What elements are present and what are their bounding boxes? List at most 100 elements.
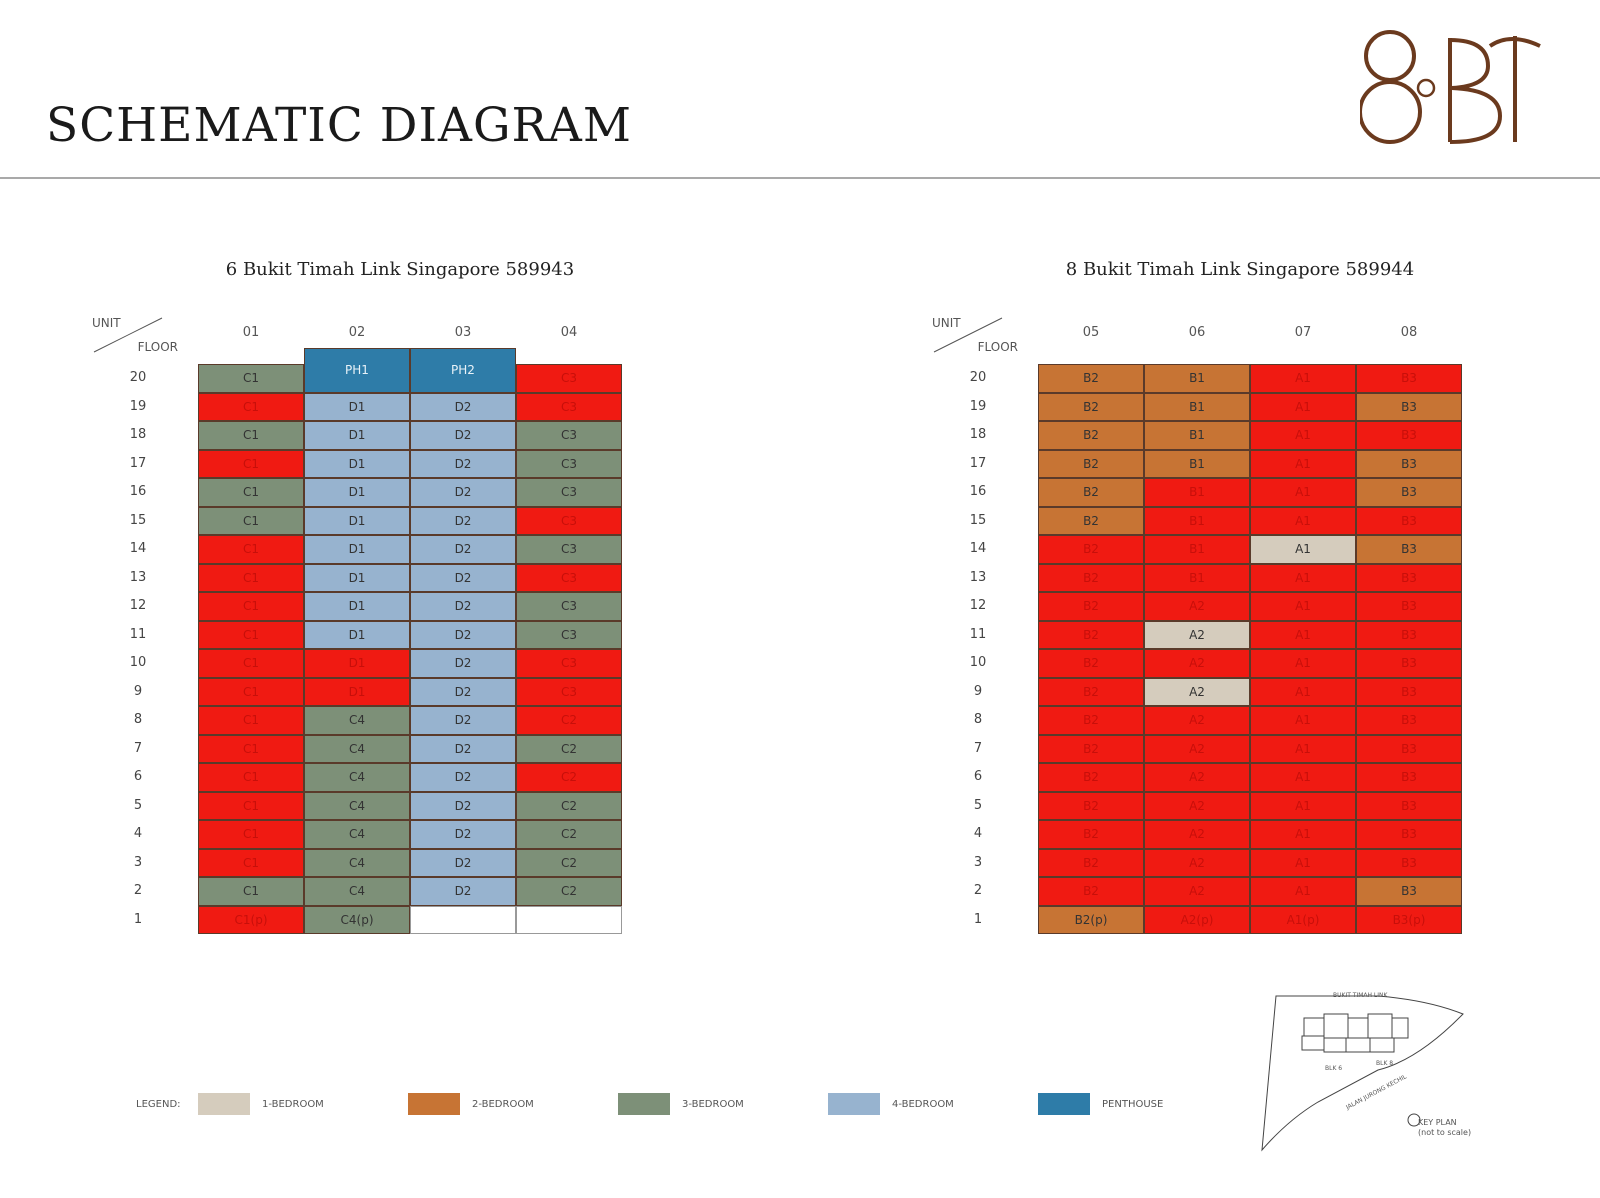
unit-cell: A2	[1144, 848, 1250, 877]
key-plan-label: KEY PLAN (not to scale)	[1418, 1118, 1471, 1137]
unit-cell: D2	[410, 449, 516, 478]
floor-number: 9	[973, 683, 983, 699]
unit-cell: B2	[1038, 734, 1144, 763]
unit-cell: A2	[1144, 677, 1250, 706]
unit-cell: B1	[1144, 421, 1250, 450]
unit-cell: A2	[1144, 620, 1250, 649]
unit-cell: C1	[198, 478, 304, 507]
unit-cell: B2	[1038, 706, 1144, 735]
floor-number: 10	[129, 655, 147, 670]
unit-cell: A2	[1144, 592, 1250, 621]
unit-column-header: 02	[348, 325, 366, 340]
floor-number: 4	[133, 826, 143, 841]
unit-cell: A1	[1250, 649, 1356, 678]
unit-cell: C1	[198, 820, 304, 849]
unit-cell: D1	[304, 535, 410, 564]
unit-cell: B3	[1356, 535, 1462, 564]
unit-cell: B2	[1038, 506, 1144, 535]
floor-number: 7	[133, 740, 143, 756]
unit-cell: C1	[198, 364, 304, 393]
unit-column-header: 03	[454, 325, 472, 340]
unit-label: UNIT	[92, 316, 121, 330]
floor-number: 6	[973, 769, 983, 784]
unit-cell: C3	[516, 421, 622, 450]
floor-number: 3	[973, 854, 983, 870]
unit-cell: D1	[304, 620, 410, 649]
unit-cell: C4	[304, 877, 410, 906]
floor-number: 7	[973, 740, 983, 756]
floor-number: 1	[973, 911, 983, 927]
floor-number: 9	[133, 683, 143, 699]
unit-cell: C1	[198, 677, 304, 706]
keyplan-blk8-label: BLK 8	[1376, 1060, 1394, 1067]
header-divider	[0, 177, 1600, 179]
unit-cell: A1	[1250, 791, 1356, 820]
unit-cell: A1	[1250, 706, 1356, 735]
unit-cell: C2	[516, 734, 622, 763]
unit-cell: C3	[516, 592, 622, 621]
unit-cell: C4	[304, 763, 410, 792]
unit-cell: B1	[1144, 563, 1250, 592]
floor-label-header: FLOOR	[977, 340, 1018, 354]
unit-cell: A1	[1250, 592, 1356, 621]
unit-cell: A1	[1250, 478, 1356, 507]
unit-cell: B3	[1356, 677, 1462, 706]
unit-cell: B2	[1038, 791, 1144, 820]
floor-number: 19	[129, 398, 147, 414]
unit-cell: C4	[304, 791, 410, 820]
unit-cell: C1	[198, 706, 304, 735]
unit-cell: A1(p)	[1250, 905, 1356, 934]
floor-number: 8	[973, 712, 983, 727]
unit-cell: D2	[410, 649, 516, 678]
unit-cell: D1	[304, 478, 410, 507]
unit-column-header: 04	[560, 325, 578, 340]
unit-cell: C1	[198, 421, 304, 450]
unit-cell: B2	[1038, 848, 1144, 877]
unit-cell: C3	[516, 649, 622, 678]
unit-cell: D2	[410, 421, 516, 450]
unit-cell: C1	[198, 449, 304, 478]
unit-cell: C4	[304, 848, 410, 877]
unit-cell: B1	[1144, 392, 1250, 421]
floor-number: 16	[969, 484, 987, 499]
unit-cell: D2	[410, 763, 516, 792]
unit-cell: B3	[1356, 820, 1462, 849]
unit-cell: C1	[198, 506, 304, 535]
unit-cell: C2	[516, 848, 622, 877]
floor-number: 2	[133, 883, 143, 898]
unit-cell: C1(p)	[198, 905, 304, 934]
unit-cell: B3	[1356, 734, 1462, 763]
unit-cell: C3	[516, 535, 622, 564]
legend-swatch-3-bedroom	[618, 1093, 670, 1115]
key-plan-map	[1261, 995, 1464, 1152]
unit-cell: A2	[1144, 706, 1250, 735]
unit-cell: C1	[198, 592, 304, 621]
unit-cell: C1	[198, 791, 304, 820]
unit-cell: C2	[516, 706, 622, 735]
unit-cell: PH1	[304, 348, 410, 393]
unit-cell: C4(p)	[304, 905, 410, 934]
floor-number: 20	[129, 370, 147, 385]
unit-cell: C1	[198, 620, 304, 649]
unit-cell: B3	[1356, 392, 1462, 421]
unit-cell: PH2	[410, 348, 516, 393]
unit-cell: A1	[1250, 392, 1356, 421]
unit-cell: B1	[1144, 478, 1250, 507]
unit-cell: B3	[1356, 478, 1462, 507]
unit-cell: C3	[516, 563, 622, 592]
unit-cell: A1	[1250, 364, 1356, 393]
floor-number: 4	[973, 826, 983, 841]
unit-cell: C2	[516, 820, 622, 849]
unit-cell: C2	[516, 791, 622, 820]
unit-cell: B1	[1144, 364, 1250, 393]
unit-cell: B2	[1038, 592, 1144, 621]
legend-swatch-penthouse	[1038, 1093, 1090, 1115]
unit-column-header: 05	[1082, 325, 1100, 340]
unit-cell: D2	[410, 848, 516, 877]
unit-cell: D2	[410, 791, 516, 820]
unit-cell: C1	[198, 563, 304, 592]
floor-number: 6	[133, 769, 143, 784]
unit-cell: B3	[1356, 506, 1462, 535]
unit-cell: B1	[1144, 506, 1250, 535]
unit-cell: A1	[1250, 734, 1356, 763]
